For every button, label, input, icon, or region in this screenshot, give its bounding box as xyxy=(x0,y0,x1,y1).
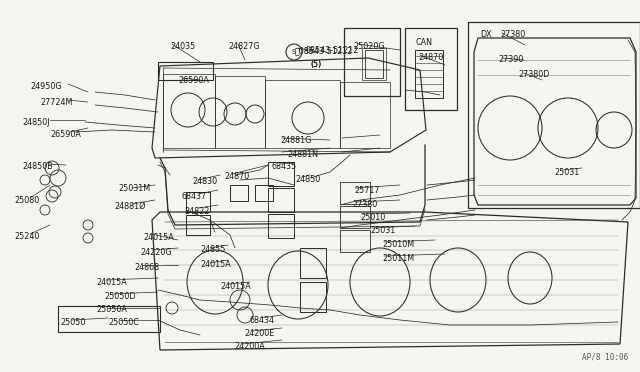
Bar xyxy=(255,185,273,201)
Bar xyxy=(268,162,294,186)
Text: 25050D: 25050D xyxy=(104,292,136,301)
Text: AP/8 10:06: AP/8 10:06 xyxy=(582,353,628,362)
Text: 25050: 25050 xyxy=(60,318,85,327)
Bar xyxy=(268,214,294,238)
Text: 26590A: 26590A xyxy=(178,76,209,85)
Text: 24850: 24850 xyxy=(295,175,320,184)
Text: 24015A: 24015A xyxy=(220,282,251,291)
Text: 24830: 24830 xyxy=(192,177,217,186)
Text: 68437: 68437 xyxy=(182,192,207,201)
Text: 25031: 25031 xyxy=(554,168,579,177)
Bar xyxy=(163,74,215,148)
Text: 24868: 24868 xyxy=(134,263,159,272)
Bar xyxy=(340,82,390,148)
Text: CAN: CAN xyxy=(415,38,432,47)
Text: 25010M: 25010M xyxy=(382,240,414,249)
Text: 25011M: 25011M xyxy=(382,254,414,263)
Bar xyxy=(58,306,160,332)
Text: 68434: 68434 xyxy=(250,316,275,325)
Bar xyxy=(468,22,640,208)
Text: 25020G: 25020G xyxy=(353,42,385,51)
Bar xyxy=(340,182,370,204)
Text: 27380D: 27380D xyxy=(518,70,549,79)
Bar xyxy=(268,188,294,212)
Text: 24870: 24870 xyxy=(418,53,444,62)
Bar xyxy=(186,215,210,235)
Text: 26590A: 26590A xyxy=(50,130,81,139)
Text: 24035: 24035 xyxy=(170,42,195,51)
Text: 68435: 68435 xyxy=(272,162,297,171)
Bar xyxy=(415,50,443,98)
Text: 25050C: 25050C xyxy=(108,318,139,327)
Text: 24827G: 24827G xyxy=(228,42,260,51)
Text: 24870: 24870 xyxy=(224,172,249,181)
Text: 24855: 24855 xyxy=(200,245,225,254)
Bar xyxy=(265,80,340,148)
Text: 27380: 27380 xyxy=(500,30,525,39)
Text: 25717: 25717 xyxy=(354,186,380,195)
Text: 25031: 25031 xyxy=(370,226,396,235)
Text: 27724M: 27724M xyxy=(40,98,72,107)
Text: 25080: 25080 xyxy=(14,196,39,205)
Bar xyxy=(230,185,248,201)
Text: 24822: 24822 xyxy=(184,207,209,216)
Bar xyxy=(340,230,370,252)
Text: 24200E: 24200E xyxy=(244,329,275,338)
Text: 24015A: 24015A xyxy=(96,278,127,287)
Text: 08543-51212: 08543-51212 xyxy=(305,46,358,55)
Text: Ⓢ08543-51212: Ⓢ08543-51212 xyxy=(295,46,353,55)
Text: 25031M: 25031M xyxy=(118,184,150,193)
Bar xyxy=(158,62,213,80)
Bar xyxy=(215,76,265,148)
Text: 25010: 25010 xyxy=(360,213,385,222)
Text: (5): (5) xyxy=(310,60,321,69)
Bar xyxy=(340,206,370,228)
Bar xyxy=(344,28,400,96)
Text: 24850J: 24850J xyxy=(22,118,49,127)
Text: 25050A: 25050A xyxy=(96,305,127,314)
Bar xyxy=(365,50,383,78)
Text: 24881Ø: 24881Ø xyxy=(114,202,145,211)
Text: 27390: 27390 xyxy=(498,55,524,64)
Bar xyxy=(362,48,386,80)
Bar xyxy=(405,28,457,110)
Text: (5): (5) xyxy=(310,60,321,69)
Text: S: S xyxy=(292,49,296,55)
Text: 27380: 27380 xyxy=(352,200,377,209)
Bar xyxy=(186,192,210,212)
Text: 24200A: 24200A xyxy=(234,342,265,351)
Text: 24015A: 24015A xyxy=(143,233,173,242)
Text: 24881N: 24881N xyxy=(287,150,318,159)
Text: 24950G: 24950G xyxy=(30,82,61,91)
Text: 24881G: 24881G xyxy=(280,136,312,145)
Text: DX: DX xyxy=(480,30,492,39)
Text: 24220G: 24220G xyxy=(140,248,172,257)
Bar xyxy=(300,282,326,312)
Text: 25240: 25240 xyxy=(14,232,40,241)
Bar xyxy=(300,248,326,278)
Text: 24015A: 24015A xyxy=(200,260,231,269)
Text: 24850B: 24850B xyxy=(22,162,52,171)
